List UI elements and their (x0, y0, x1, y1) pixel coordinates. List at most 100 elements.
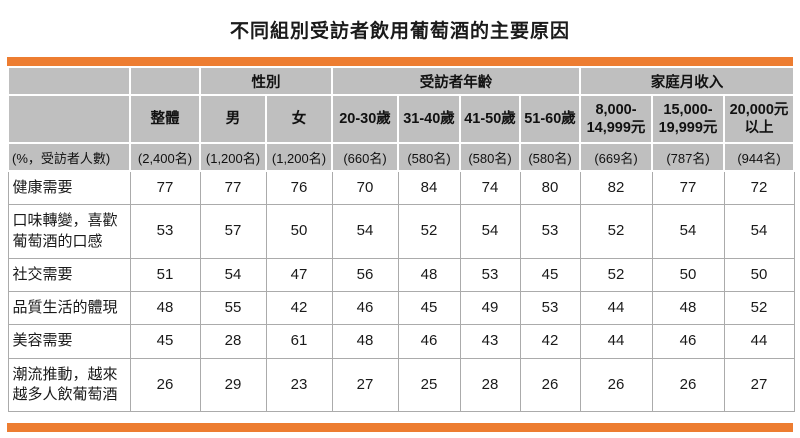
table-row: 健康需要 77 77 76 70 84 74 80 82 77 72 (7, 170, 795, 206)
value-cell: 43 (459, 324, 521, 359)
value-cell: 80 (519, 170, 581, 206)
value-cell: 50 (265, 204, 333, 259)
value-cell: 28 (459, 357, 521, 412)
value-cell: 52 (579, 204, 653, 259)
group-header: 受訪者年齡 (331, 66, 581, 96)
value-cell: 77 (199, 170, 267, 206)
value-cell: 57 (199, 204, 267, 259)
value-cell: 55 (199, 290, 267, 326)
row-label-header: (%，受訪者人數) (7, 142, 131, 172)
group-header: 性別 (199, 66, 333, 96)
value-cell: 46 (397, 324, 461, 359)
value-cell: 56 (331, 257, 399, 293)
value-cell: 48 (651, 290, 725, 326)
value-cell: 53 (459, 257, 521, 293)
value-cell: 26 (651, 357, 725, 412)
group-header: 家庭月收入 (579, 66, 795, 96)
sample-size-cell: (580名) (397, 142, 461, 172)
value-cell: 25 (397, 357, 461, 412)
table-body: 健康需要 77 77 76 70 84 74 80 82 77 72 口味轉變，喜歡葡萄酒的口感 53 5… (7, 170, 795, 412)
value-cell: 53 (519, 290, 581, 326)
value-cell: 46 (651, 324, 725, 359)
value-cell: 54 (331, 204, 399, 259)
row-label: 健康需要 (7, 170, 131, 206)
value-cell: 51 (129, 257, 201, 293)
sample-size-cell: (580名) (459, 142, 521, 172)
top-accent-bar (7, 57, 793, 66)
value-cell: 49 (459, 290, 521, 326)
value-cell: 26 (129, 357, 201, 412)
value-cell: 47 (265, 257, 333, 293)
value-cell: 77 (129, 170, 201, 206)
table-header: 性別 受訪者年齡 家庭月收入 整體男女 20-30歲 31-40歲 41-50歲 51-60歲… (7, 66, 795, 172)
column-header: 20,000元 以上 (723, 94, 795, 144)
column-header: 51-60歲 (519, 94, 581, 144)
value-cell: 48 (397, 257, 461, 293)
column-header-row: 整體男女 20-30歲 31-40歲 41-50歲 51-60歲 8,000- 14,99… (7, 94, 795, 144)
value-cell: 42 (519, 324, 581, 359)
value-cell: 84 (397, 170, 461, 206)
value-cell: 44 (579, 324, 653, 359)
value-cell: 50 (723, 257, 795, 293)
table-row: 美容需要 45 28 61 48 46 43 42 44 46 44 (7, 324, 795, 359)
value-cell: 77 (651, 170, 725, 206)
value-cell: 48 (331, 324, 399, 359)
value-cell: 44 (579, 290, 653, 326)
value-cell: 53 (129, 204, 201, 259)
value-cell: 76 (265, 170, 333, 206)
value-cell: 53 (519, 204, 581, 259)
group-header-row: 性別 受訪者年齡 家庭月收入 (7, 66, 795, 96)
value-cell: 82 (579, 170, 653, 206)
value-cell: 70 (331, 170, 399, 206)
sample-size-cell: (669名) (579, 142, 653, 172)
column-header: 20-30歲 (331, 94, 399, 144)
column-header: 15,000- 19,999元 (651, 94, 725, 144)
value-cell: 54 (723, 204, 795, 259)
value-cell: 54 (651, 204, 725, 259)
value-cell: 50 (651, 257, 725, 293)
value-cell: 28 (199, 324, 267, 359)
corner-cell (7, 94, 131, 144)
corner-cell (7, 66, 131, 96)
sample-size-cell: (1,200名) (199, 142, 267, 172)
row-label: 口味轉變，喜歡葡萄酒的口感 (7, 204, 131, 259)
value-cell: 72 (723, 170, 795, 206)
value-cell: 54 (459, 204, 521, 259)
value-cell: 42 (265, 290, 333, 326)
value-cell: 26 (519, 357, 581, 412)
sample-size-cell: (1,200名) (265, 142, 333, 172)
value-cell: 48 (129, 290, 201, 326)
value-cell: 45 (519, 257, 581, 293)
value-cell: 61 (265, 324, 333, 359)
corner-cell (129, 66, 201, 96)
value-cell: 52 (723, 290, 795, 326)
column-header: 31-40歲 (397, 94, 461, 144)
column-header: 男 (199, 94, 267, 144)
column-header: 8,000- 14,999元 (579, 94, 653, 144)
value-cell: 45 (129, 324, 201, 359)
row-label: 美容需要 (7, 324, 131, 359)
value-cell: 54 (199, 257, 267, 293)
value-cell: 27 (331, 357, 399, 412)
sample-size-cell: (660名) (331, 142, 399, 172)
value-cell: 29 (199, 357, 267, 412)
bottom-accent-bar (7, 423, 793, 432)
value-cell: 46 (331, 290, 399, 326)
data-table: 性別 受訪者年齡 家庭月收入 整體男女 20-30歲 31-40歲 41-50歲 51-60歲… (7, 66, 795, 412)
table-row: 口味轉變，喜歡葡萄酒的口感 53 57 50 54 52 54 53 52 54 54 (7, 204, 795, 259)
value-cell: 27 (723, 357, 795, 412)
table-row: 品質生活的體現 48 55 42 46 45 49 53 44 48 52 (7, 290, 795, 326)
sample-size-cell: (787名) (651, 142, 725, 172)
value-cell: 26 (579, 357, 653, 412)
value-cell: 52 (579, 257, 653, 293)
column-header: 41-50歲 (459, 94, 521, 144)
value-cell: 44 (723, 324, 795, 359)
row-label: 潮流推動，越來越多人飲葡萄酒 (7, 357, 131, 412)
value-cell: 23 (265, 357, 333, 412)
row-label: 品質生活的體現 (7, 290, 131, 326)
value-cell: 45 (397, 290, 461, 326)
sample-size-cell: (2,400名) (129, 142, 201, 172)
sample-size-cell: (580名) (519, 142, 581, 172)
column-header: 整體 (129, 94, 201, 144)
